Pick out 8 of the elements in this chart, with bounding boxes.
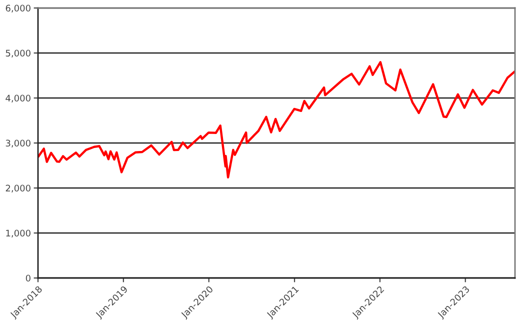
y-tick-label: 3,000: [6, 140, 30, 148]
y-tick-label: 4,000: [6, 94, 30, 102]
y-tick-label: 5,000: [6, 50, 30, 58]
line-series: [38, 61, 515, 178]
y-tick-label: 0: [26, 274, 30, 282]
y-tick-label: 2,000: [6, 184, 30, 192]
y-tick-label: 1,000: [6, 230, 30, 238]
y-tick-label: 6,000: [6, 4, 30, 12]
